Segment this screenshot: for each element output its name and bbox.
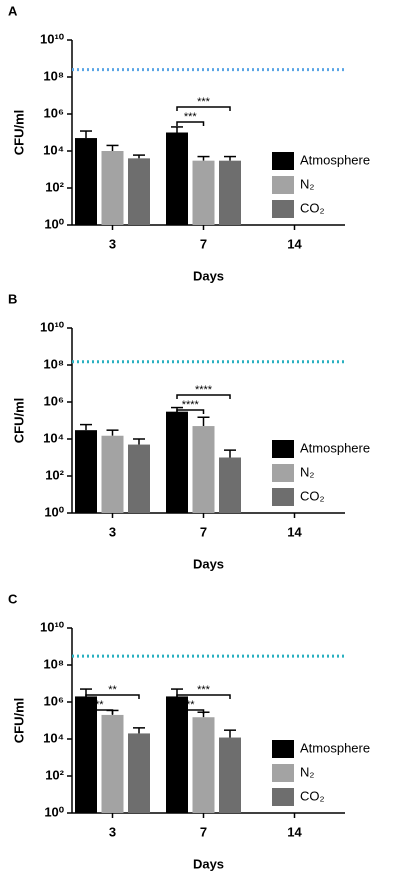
y-tick-label: 10⁸	[43, 656, 64, 671]
y-tick-label: 10⁰	[44, 216, 64, 231]
bar	[101, 435, 124, 513]
significance-bracket	[176, 709, 205, 714]
bar	[219, 457, 241, 513]
bar	[166, 132, 188, 225]
legend-label: CO₂	[300, 788, 325, 803]
y-tick-label: 10⁶	[44, 105, 64, 120]
significance-bracket	[176, 394, 231, 399]
x-tick-label: 3	[109, 236, 116, 251]
legend-label: N₂	[300, 764, 314, 779]
legend-swatch	[272, 152, 294, 170]
bar	[192, 160, 215, 225]
x-tick-label: 14	[287, 236, 302, 251]
significance-label: ****	[182, 399, 200, 411]
bar	[219, 737, 241, 813]
x-tick-label: 14	[287, 524, 302, 539]
y-tick-label: 10⁸	[43, 68, 64, 83]
x-axis-label: Days	[193, 856, 224, 871]
y-tick-label: 10²	[45, 467, 64, 482]
y-tick-label: 10⁰	[44, 804, 64, 819]
legend-swatch	[272, 200, 294, 218]
y-tick-label: 10⁸	[43, 356, 64, 371]
significance-bracket	[85, 709, 114, 714]
bar	[128, 733, 150, 813]
x-tick-label: 7	[200, 824, 207, 839]
significance-label: ****	[195, 384, 213, 396]
bar	[128, 158, 150, 225]
x-tick-label: 7	[200, 236, 207, 251]
y-tick-label: 10⁴	[43, 430, 64, 445]
significance-bracket	[176, 409, 205, 414]
legend-swatch	[272, 176, 294, 194]
y-tick-label: 10¹⁰	[40, 319, 65, 334]
significance-label: **	[95, 699, 104, 711]
y-tick-label: 10²	[45, 767, 64, 782]
panel-label: B	[8, 291, 17, 306]
legend-swatch	[272, 740, 294, 758]
significance-label: ***	[197, 96, 211, 108]
bar	[101, 151, 124, 225]
legend-swatch	[272, 464, 294, 482]
bar	[192, 426, 215, 513]
bar	[166, 411, 188, 513]
x-axis-label: Days	[193, 268, 224, 283]
bar	[192, 717, 215, 813]
significance-bracket	[176, 121, 205, 126]
x-tick-label: 7	[200, 524, 207, 539]
x-axis-label: Days	[193, 556, 224, 571]
bar	[101, 714, 124, 813]
y-tick-label: 10¹⁰	[40, 31, 65, 46]
significance-label: ***	[184, 111, 198, 123]
y-tick-label: 10¹⁰	[40, 619, 65, 634]
bar	[219, 160, 241, 225]
bar	[128, 444, 150, 513]
legend-swatch	[272, 488, 294, 506]
bar	[75, 430, 97, 513]
legend-label: N₂	[300, 176, 314, 191]
legend-swatch	[272, 764, 294, 782]
significance-bracket	[176, 694, 231, 699]
legend-label: Atmosphere	[300, 440, 370, 455]
legend-label: CO₂	[300, 200, 325, 215]
legend-label: Atmosphere	[300, 152, 370, 167]
x-tick-label: 3	[109, 824, 116, 839]
legend-label: CO₂	[300, 488, 325, 503]
y-tick-label: 10⁰	[44, 504, 64, 519]
bar	[75, 696, 97, 813]
y-tick-label: 10⁶	[44, 693, 64, 708]
y-axis-label: CFU/ml	[11, 398, 26, 444]
y-tick-label: 10⁴	[43, 142, 64, 157]
significance-label: **	[108, 684, 117, 696]
x-tick-label: 3	[109, 524, 116, 539]
significance-label: **	[186, 699, 195, 711]
legend-swatch	[272, 788, 294, 806]
significance-bracket	[85, 694, 140, 699]
legend-label: Atmosphere	[300, 740, 370, 755]
legend-swatch	[272, 440, 294, 458]
bar	[166, 696, 188, 813]
y-axis-label: CFU/ml	[11, 698, 26, 744]
x-tick-label: 14	[287, 824, 302, 839]
y-tick-label: 10²	[45, 179, 64, 194]
panel-label: A	[8, 3, 18, 18]
bar	[75, 138, 97, 225]
panel-label: C	[8, 591, 18, 606]
y-tick-label: 10⁴	[43, 730, 64, 745]
legend-label: N₂	[300, 464, 314, 479]
significance-label: ***	[197, 684, 211, 696]
significance-bracket	[176, 106, 231, 111]
y-tick-label: 10⁶	[44, 393, 64, 408]
y-axis-label: CFU/ml	[11, 110, 26, 156]
